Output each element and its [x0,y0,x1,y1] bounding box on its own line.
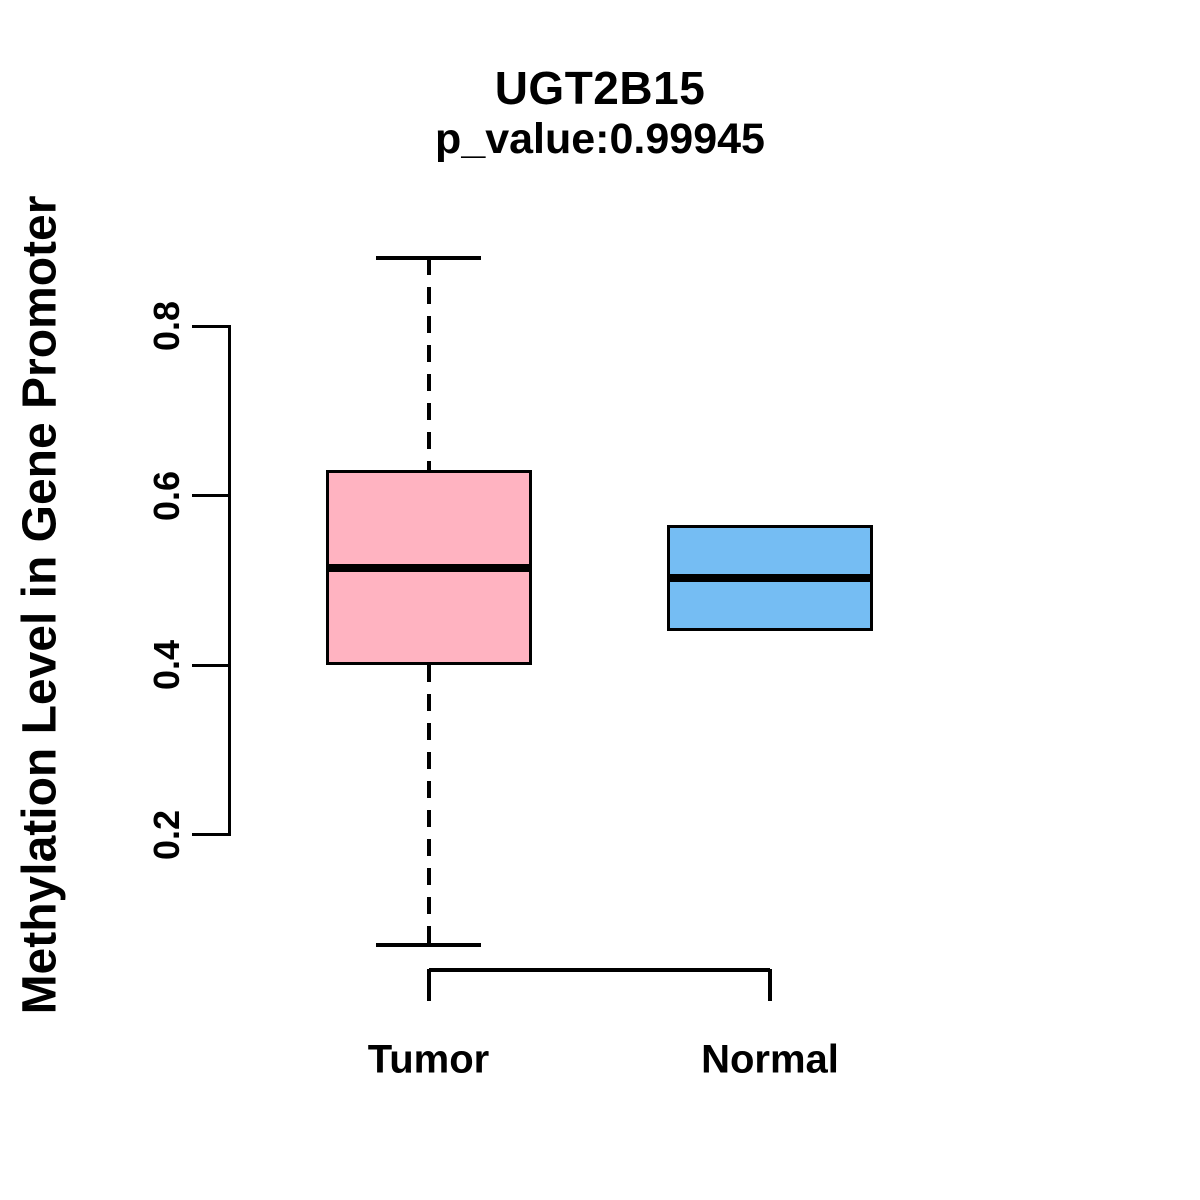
y-axis-tick-label: 0.8 [146,300,187,352]
upper-whisker-cap [376,256,481,261]
x-category-label-normal: Normal [701,1037,839,1082]
y-axis-line [227,324,231,837]
y-axis-tick-label: 0.4 [146,640,187,691]
y-axis-tick [192,494,229,498]
x-axis-tick-tumor [426,969,431,1001]
chart-subtitle-pvalue: p_value:0.99945 [435,114,765,163]
y-axis-tick [192,324,229,328]
x-axis-tick-normal [768,969,772,1001]
y-axis-tick-label: 0.6 [146,470,187,521]
x-category-label-tumor: Tumor [367,1037,490,1082]
chart-title: UGT2B15 [494,62,706,114]
lower-whisker-line [426,665,431,946]
median-line-normal [667,573,873,582]
y-axis-tick-label: 0.2 [146,809,187,861]
median-line-tumor [325,563,532,572]
chart-title-block: UGT2B15 p_value:0.99945 [0,62,1200,164]
y-axis-tick [192,663,229,667]
y-axis-tick [192,833,229,837]
upper-whisker-line [426,258,431,471]
x-axis-line [428,967,770,972]
lower-whisker-cap [376,943,481,948]
